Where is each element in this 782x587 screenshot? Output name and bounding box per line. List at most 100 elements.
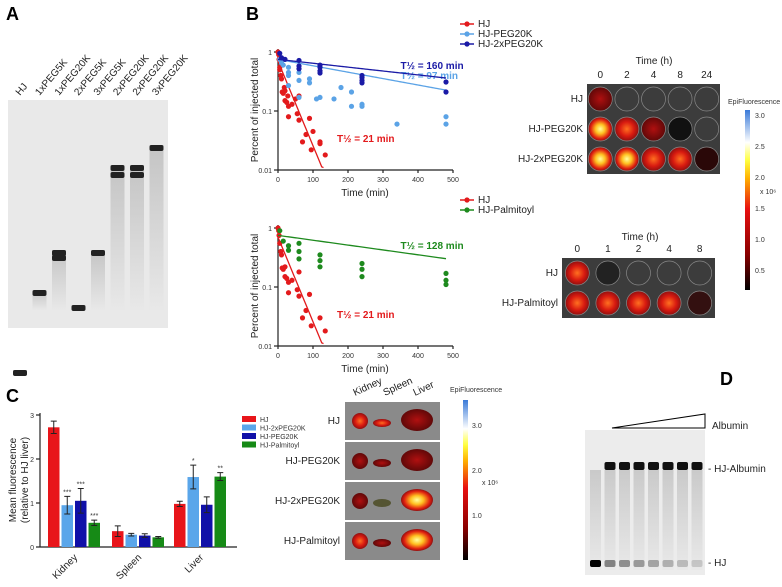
band-hj	[633, 560, 645, 567]
row-label: HJ	[571, 94, 583, 105]
significance-marker: ***	[77, 481, 85, 488]
error-bar	[190, 464, 197, 490]
time-label: 0	[598, 70, 604, 81]
y-axis-label: Mean fluorescence	[8, 437, 19, 522]
band-hj	[662, 560, 674, 567]
liver-image	[401, 529, 433, 551]
x-tick-label: 200	[342, 177, 354, 184]
x-tick-label: Kidney	[51, 552, 80, 581]
well	[656, 290, 682, 316]
well	[694, 146, 720, 172]
gel-band	[52, 250, 66, 256]
data-point	[317, 315, 323, 321]
row-label: HJ-PEG20K	[529, 124, 584, 135]
well	[656, 260, 682, 286]
data-point	[308, 147, 314, 153]
x-tick-label: 0	[276, 177, 280, 184]
colorbar-tick: 2.5	[755, 144, 765, 151]
lane-smear	[149, 145, 164, 310]
legend-swatch	[242, 424, 256, 431]
well	[614, 146, 640, 172]
data-point	[296, 117, 302, 123]
colorbar-tick: 1.0	[472, 513, 482, 520]
data-point	[359, 266, 365, 272]
fit-curve-hj	[277, 60, 324, 169]
colorbar-tick: 2.0	[472, 468, 482, 475]
organ-row-label: HJ-Palmitoyl	[284, 536, 340, 547]
data-point	[294, 287, 300, 293]
data-point	[331, 96, 337, 102]
error-bar	[64, 495, 71, 515]
colorbar-tick: 3.0	[472, 423, 482, 430]
bar	[174, 503, 186, 547]
well	[587, 86, 613, 112]
bar	[152, 537, 164, 547]
legend-swatch	[242, 441, 256, 448]
bar	[88, 522, 100, 547]
x-tick-label: Liver	[183, 552, 207, 576]
data-point	[310, 128, 316, 135]
data-point	[306, 76, 313, 82]
significance-marker: ***	[90, 513, 98, 520]
colorbar-tick: 0.5	[755, 268, 765, 275]
data-point	[338, 84, 344, 91]
band-hj	[648, 560, 659, 567]
data-point	[278, 76, 285, 82]
gel-band	[13, 370, 27, 376]
liver-image	[401, 409, 433, 431]
well	[667, 116, 693, 142]
error-bar	[77, 487, 84, 514]
data-point	[294, 111, 300, 117]
colorbar-c-gradient	[463, 400, 468, 560]
lane-smear	[52, 250, 66, 310]
well	[564, 290, 590, 316]
data-point	[296, 240, 302, 246]
data-point	[359, 260, 365, 267]
gel-band	[110, 172, 125, 178]
band-hj	[691, 560, 703, 567]
gel-a: HJ 1xPEG5K1xPEG20K2xPEG5K3xPEG5K2xPEG20K2…	[8, 53, 191, 376]
y-tick-label: 3	[30, 413, 34, 420]
data-point	[306, 291, 313, 297]
colorbar-tick: 1.0	[755, 237, 765, 244]
time-label: 0	[575, 244, 581, 255]
x-tick-label: 500	[447, 353, 459, 360]
organ-row-label: HJ-PEG20K	[286, 456, 341, 467]
lane-smear	[91, 250, 105, 310]
well	[687, 260, 713, 286]
kidney-image	[352, 453, 368, 469]
data-point	[303, 131, 309, 138]
legend-label: HJ-PEG20K	[478, 29, 533, 40]
band-label-hj: - HJ	[708, 558, 726, 569]
data-point	[306, 80, 313, 86]
error-bar	[176, 500, 183, 508]
data-point	[285, 243, 292, 249]
data-point	[443, 270, 449, 277]
data-point	[296, 57, 302, 64]
colorbar-b-title: EpiFluorescence	[728, 99, 780, 106]
data-point	[308, 323, 314, 329]
x-tick-label: Spleen	[114, 552, 144, 582]
data-point	[317, 264, 323, 270]
colorbar-tick: 2.0	[755, 175, 765, 182]
y-tick-label: 1	[268, 50, 272, 57]
x-tick-label: 200	[342, 353, 354, 360]
bar	[112, 531, 124, 547]
bar	[201, 504, 213, 547]
well	[626, 260, 651, 286]
data-point	[296, 94, 302, 101]
half-life-annotation: T½ = 128 min	[401, 241, 464, 252]
data-point	[299, 315, 306, 321]
organ-label: Spleen	[382, 376, 415, 399]
band-hj	[619, 560, 630, 567]
data-point	[348, 103, 355, 109]
albumin-label: Albumin	[712, 421, 748, 432]
y-tick-label: 0	[30, 545, 34, 552]
panel-label-a: A	[6, 4, 19, 24]
error-bar	[114, 525, 121, 537]
well	[667, 86, 693, 112]
data-point	[317, 258, 323, 264]
data-point	[285, 114, 292, 120]
legend-swatch	[242, 433, 256, 439]
